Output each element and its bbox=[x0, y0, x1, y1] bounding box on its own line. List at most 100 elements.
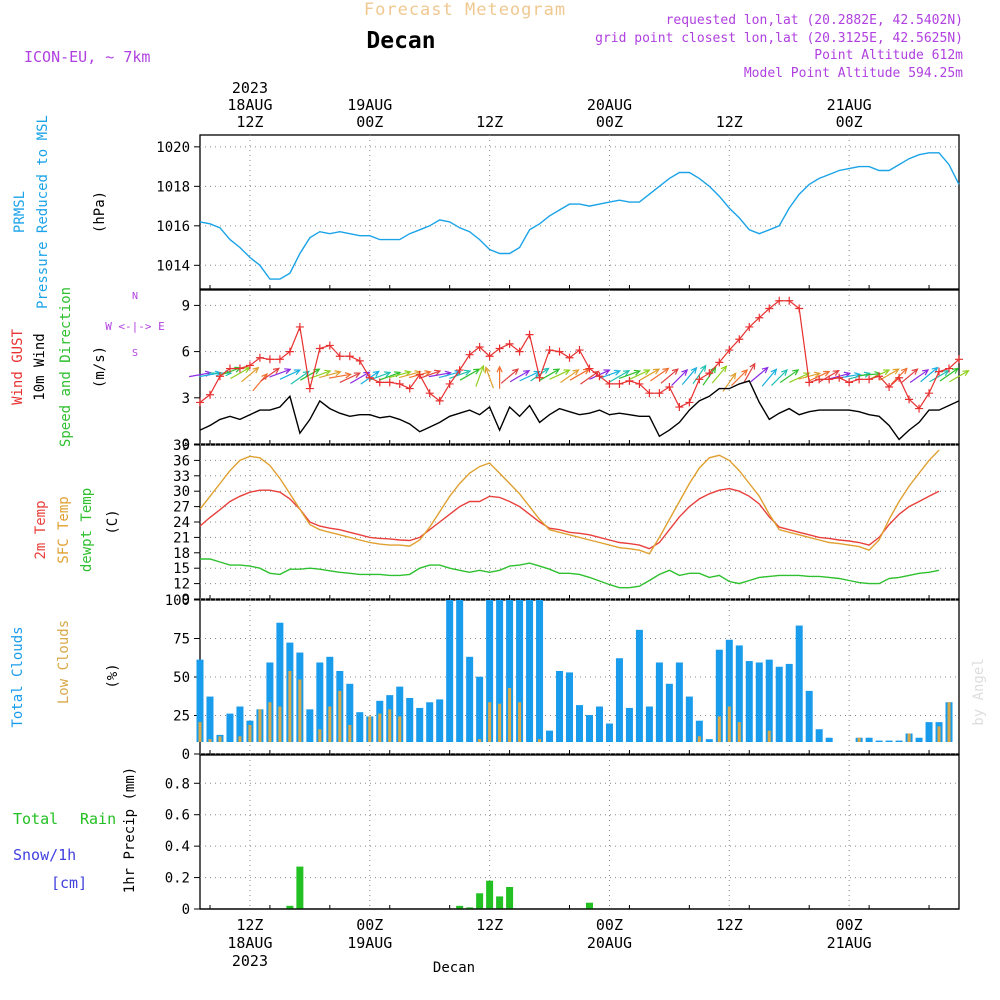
gust-marker bbox=[615, 379, 624, 388]
low-cloud-bar bbox=[388, 709, 392, 742]
y-tick-label: 100 bbox=[165, 593, 190, 609]
gust-marker bbox=[775, 296, 784, 305]
y-tick-label: 0.6 bbox=[165, 808, 190, 824]
y-tick-label: 6 bbox=[182, 345, 190, 361]
wind-arrow bbox=[279, 369, 301, 380]
wind-arrow-head bbox=[922, 369, 930, 376]
low-cloud-bar bbox=[278, 706, 282, 742]
wind-arrow-head bbox=[523, 370, 531, 377]
gust-marker bbox=[865, 375, 874, 384]
total-cloud-bar bbox=[745, 661, 753, 742]
gust-marker bbox=[245, 361, 254, 370]
total-cloud-bar bbox=[546, 730, 554, 742]
gust-marker bbox=[335, 352, 344, 361]
time-label-bottom: 20AUG bbox=[587, 934, 632, 952]
total-cloud-bar bbox=[635, 629, 643, 742]
wind-arrow bbox=[879, 368, 899, 381]
temp-labels: 2m Temp SFC Temp dewpt Temp (C) bbox=[33, 488, 121, 572]
wind-arrow bbox=[252, 373, 268, 392]
wind-arrow bbox=[475, 365, 484, 387]
total-cloud-bar bbox=[795, 625, 803, 742]
pressure-series bbox=[199, 152, 960, 280]
wind-arrow-head bbox=[671, 368, 679, 375]
total-cloud-bar bbox=[875, 740, 883, 742]
wind-arrow bbox=[731, 369, 748, 386]
wind-arrow bbox=[798, 372, 820, 380]
y-tick-label: 18 bbox=[173, 546, 190, 562]
gust-marker bbox=[575, 346, 584, 355]
low-cloud-bar bbox=[208, 739, 212, 742]
gust-marker bbox=[515, 347, 524, 356]
wind-arrow-head bbox=[424, 370, 432, 377]
y-tick-label: 24 bbox=[173, 515, 190, 531]
total-cloud-bar bbox=[556, 671, 564, 742]
y-tick-label: 1016 bbox=[156, 219, 190, 235]
total-cloud-bar bbox=[755, 662, 763, 742]
y-tick-label: 0.4 bbox=[165, 839, 190, 855]
y-tick-label: 0.2 bbox=[165, 871, 190, 887]
wind-arrow-head bbox=[344, 372, 353, 379]
y-tick-label: 50 bbox=[173, 670, 190, 686]
y-tick-label: 0 bbox=[182, 747, 190, 763]
gust-marker bbox=[585, 364, 594, 373]
time-label-bottom: 12Z bbox=[476, 916, 503, 934]
temp2m-label: 2m Temp bbox=[33, 500, 49, 559]
time-label-bottom: 21AUG bbox=[827, 934, 872, 952]
time-label-top: 20AUG bbox=[587, 96, 632, 114]
total-cloud-bar bbox=[685, 696, 693, 742]
wind-arrow-head bbox=[542, 367, 550, 374]
rain-label: Rain bbox=[80, 810, 116, 828]
low-cloud-bar bbox=[518, 702, 522, 742]
total-cloud-bar bbox=[516, 600, 524, 742]
y-tick-label: 27 bbox=[173, 500, 190, 516]
total-clouds-label: Total Clouds bbox=[10, 626, 26, 727]
gust-marker bbox=[295, 322, 304, 331]
low-cloud-bar bbox=[538, 739, 542, 742]
pressure-labels: PRMSL Pressure Reduced to MSL (hPa) bbox=[12, 115, 108, 309]
gust-marker bbox=[805, 378, 814, 387]
pressure-ticks: 1014 1016 1018 1020 bbox=[156, 140, 930, 289]
wind-arrow-head bbox=[832, 370, 840, 377]
gust-marker bbox=[455, 366, 464, 375]
total-cloud-bar bbox=[675, 662, 683, 742]
compass-south: S bbox=[132, 348, 138, 359]
wind-arrow-head bbox=[613, 369, 622, 376]
gust-marker bbox=[275, 355, 284, 364]
wind-arrow bbox=[939, 367, 959, 382]
time-label-bottom: 18AUG bbox=[227, 934, 272, 952]
dewpt-label: dewpt Temp bbox=[79, 488, 95, 572]
wind-panel: 0 3 6 9 bbox=[182, 289, 970, 453]
wind-arrow-head bbox=[225, 370, 233, 377]
rain-bar bbox=[486, 880, 494, 909]
wind-arrow-head bbox=[484, 366, 491, 374]
wind-arrow bbox=[569, 368, 590, 381]
snow-unit-label: [cm] bbox=[51, 874, 87, 892]
wind-arrow-head bbox=[813, 371, 822, 378]
info-model-altitude: Model Point Altitude 594.25m bbox=[744, 66, 963, 81]
wind-arrow-head bbox=[911, 368, 919, 375]
y-tick-label: 12 bbox=[173, 577, 190, 593]
y-tick-label: 33 bbox=[173, 469, 190, 485]
y-tick-label: 39 bbox=[173, 438, 190, 454]
info-gridpoint: grid point closest lon,lat (20.3125E, 42… bbox=[595, 31, 963, 46]
total-cloud-bar bbox=[506, 600, 514, 742]
wind-arrow bbox=[189, 372, 211, 378]
info-altitude: Point Altitude 612m bbox=[814, 48, 963, 63]
total-cloud-bar bbox=[805, 690, 813, 742]
wind-arrow-head bbox=[900, 367, 908, 375]
wind-arrow bbox=[485, 367, 494, 389]
wind-arrow-head bbox=[770, 368, 778, 376]
wind-arrow-head bbox=[384, 371, 392, 378]
wind-arrow bbox=[681, 367, 697, 386]
gust-marker bbox=[595, 372, 604, 381]
wind-arrow-head bbox=[324, 369, 332, 376]
low-cloud-bar bbox=[907, 733, 911, 742]
gust-marker bbox=[665, 383, 674, 392]
wind-arrow bbox=[788, 372, 810, 383]
total-cloud-bar bbox=[206, 696, 214, 742]
gust-marker bbox=[645, 389, 654, 398]
low-cloud-bar bbox=[238, 736, 242, 742]
wind-arrow bbox=[230, 367, 250, 380]
wind-arrow-head bbox=[690, 366, 698, 374]
clouds-series bbox=[196, 600, 953, 742]
